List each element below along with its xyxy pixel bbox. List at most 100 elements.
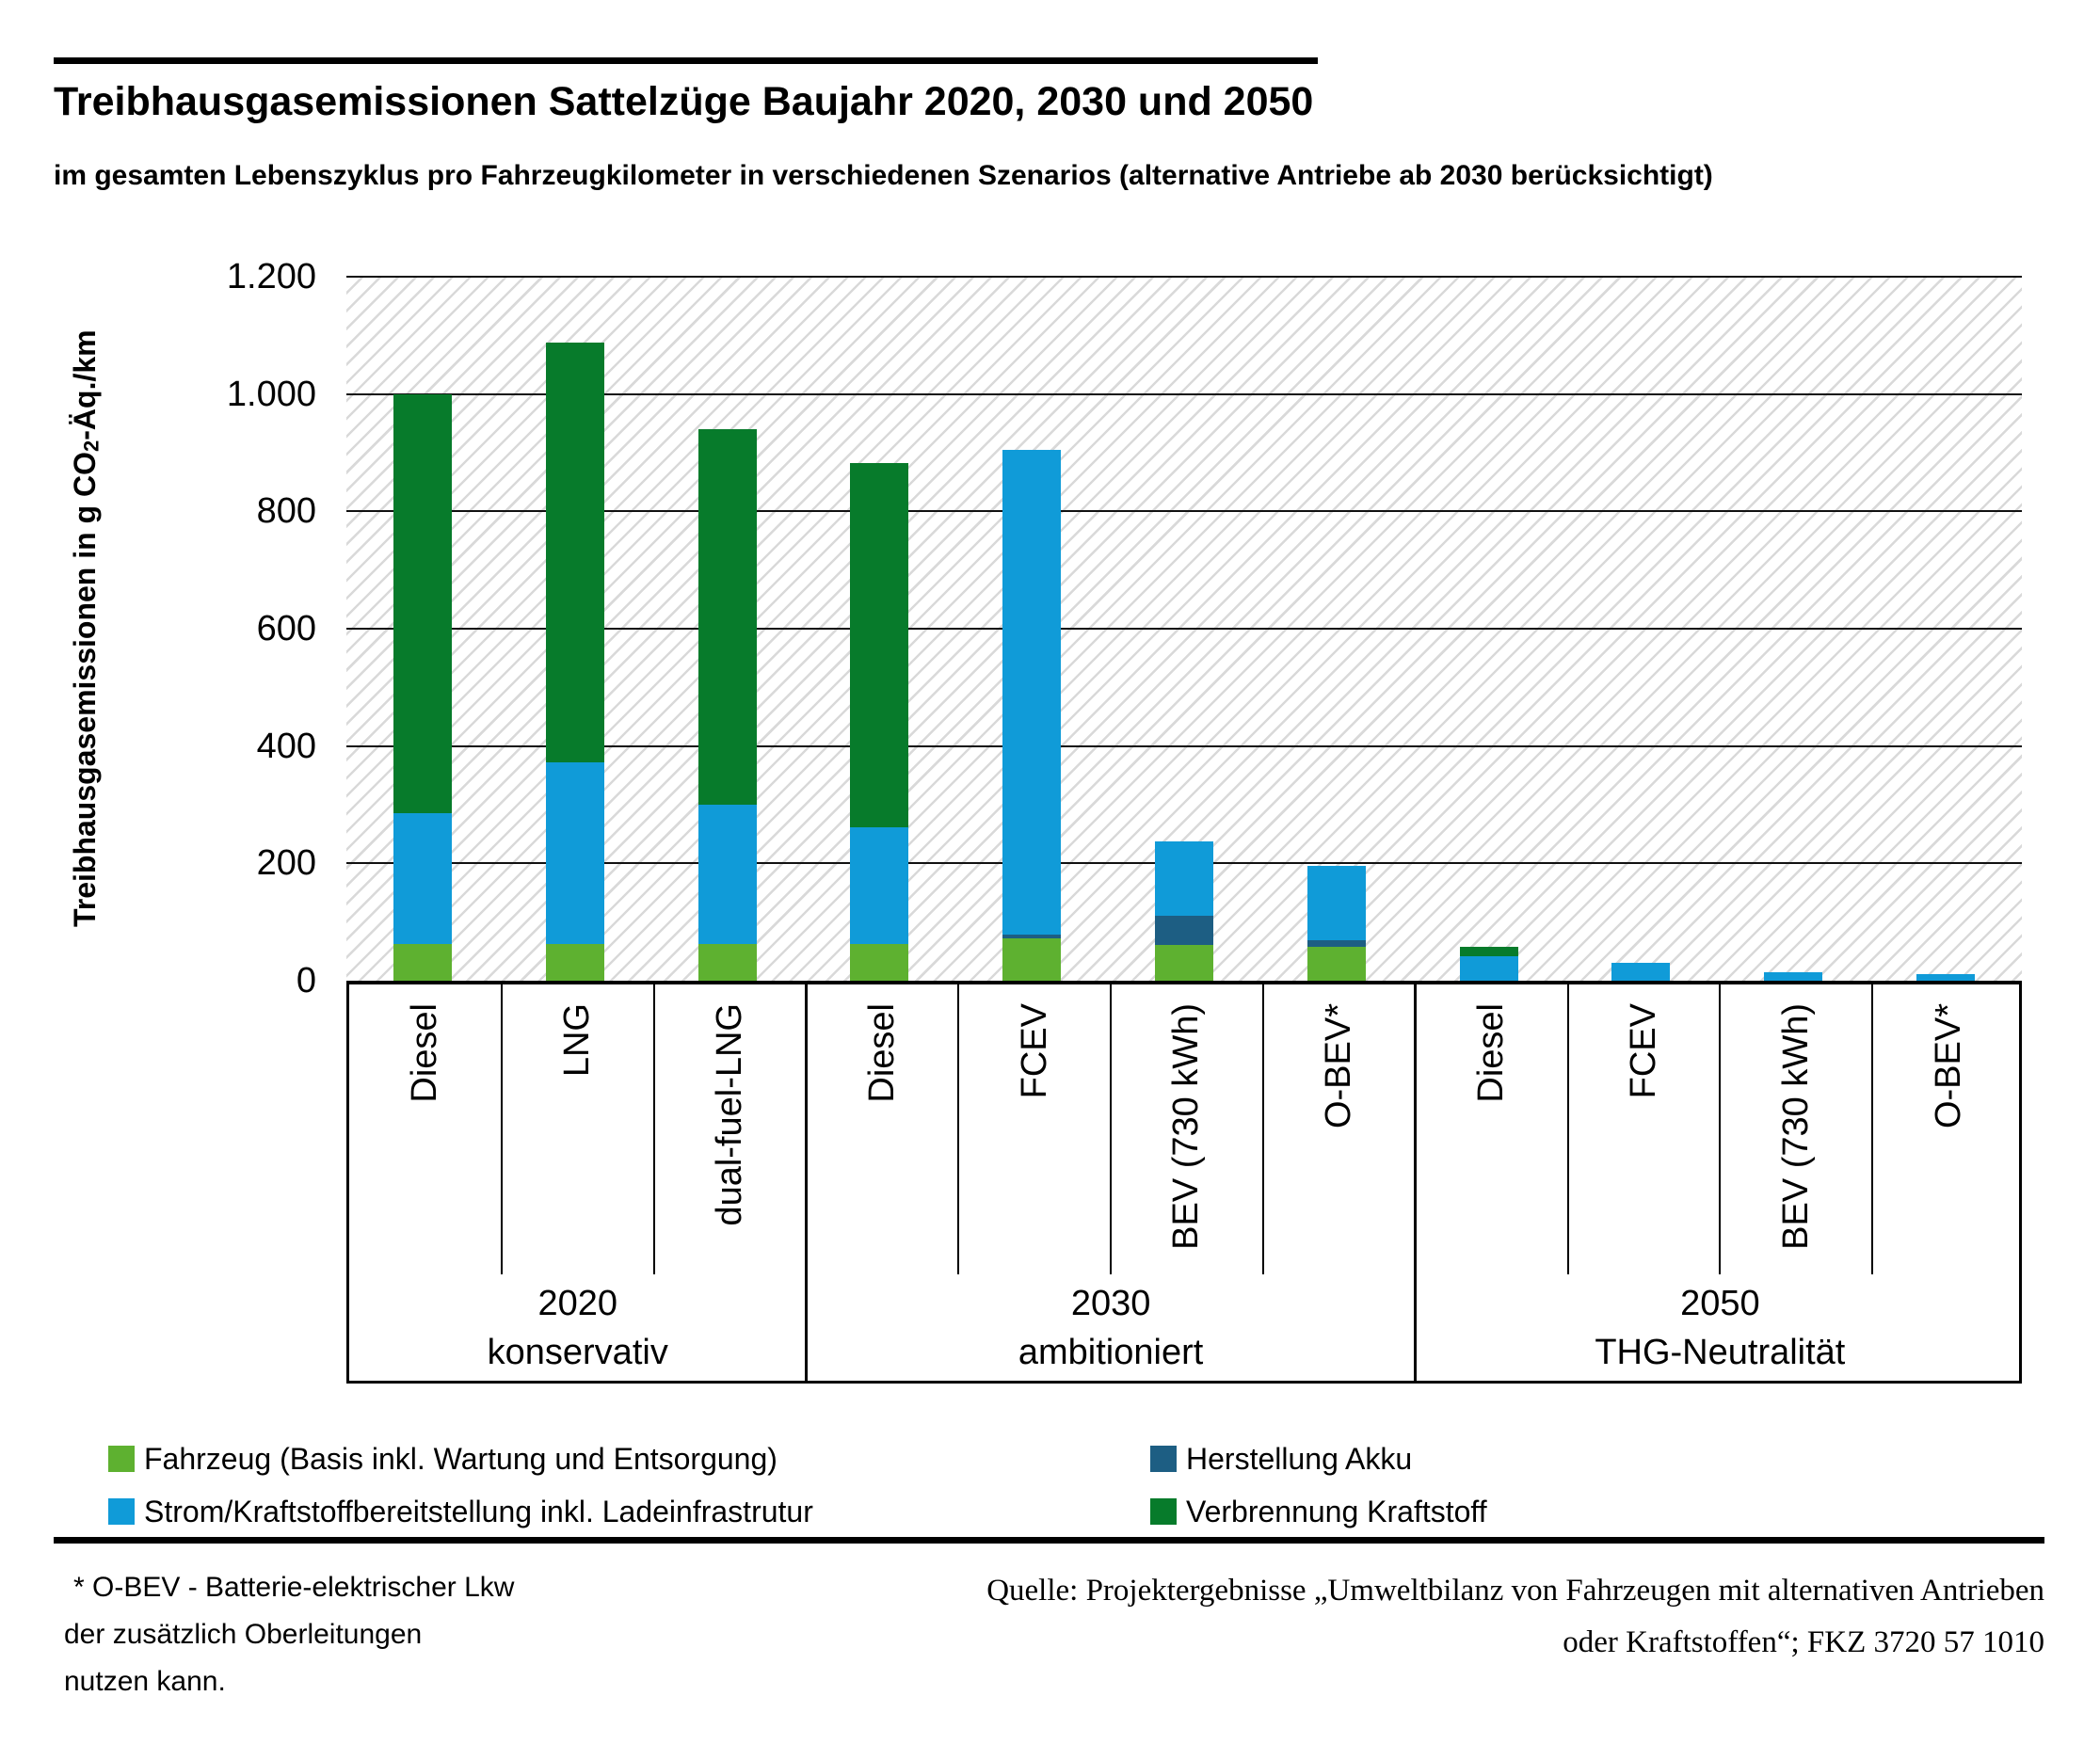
bar-segment xyxy=(850,826,909,945)
top-rule xyxy=(54,57,1318,64)
x-axis-category-cell: dual-fuel-LNG xyxy=(654,984,807,1274)
bar-segment xyxy=(1764,972,1823,981)
bar-segment xyxy=(1002,937,1062,981)
footnote-line: * O-BEV - Batterie-elektrischer Lkw xyxy=(73,1572,515,1603)
footnote-obev: * O-BEV - Batterie-elektrischer Lkw der z… xyxy=(64,1564,514,1705)
bar-segment xyxy=(1306,947,1366,981)
chart-title: Treibhausgasemissionen Sattelzüge Baujah… xyxy=(54,79,1314,124)
bar-segment xyxy=(545,762,604,945)
legend-swatch xyxy=(108,1498,135,1525)
bar-segment xyxy=(1002,449,1062,936)
gridline xyxy=(346,392,2022,395)
legend-label: Strom/Kraftstoffbereitstellung inkl. Lad… xyxy=(144,1494,813,1528)
bar-segment xyxy=(1459,946,1518,956)
bar-segment xyxy=(1459,955,1518,981)
x-axis-category-cell: Diesel xyxy=(1416,984,1568,1274)
group-scenario: THG-Neutralität xyxy=(1595,1332,1846,1372)
x-axis-category-label: Diesel xyxy=(861,1003,902,1103)
x-axis-category-cell: FCEV xyxy=(958,984,1111,1274)
x-axis-category-label: BEV (730 kWh) xyxy=(1775,1003,1816,1250)
group-year: 2050 xyxy=(1680,1283,1760,1323)
bar-segment xyxy=(393,393,452,814)
category-divider xyxy=(652,984,655,1274)
x-axis-category-label: O-BEV* xyxy=(1319,1003,1359,1129)
x-axis-category-cell: Diesel xyxy=(806,984,958,1274)
y-tick-label: 400 xyxy=(256,726,316,766)
bar-segment xyxy=(393,813,452,945)
legend-label: Verbrennung Kraftstoff xyxy=(1186,1494,1487,1528)
y-tick-label: 600 xyxy=(256,609,316,648)
bar-segment xyxy=(545,342,604,763)
bar-segment xyxy=(1002,935,1062,938)
plot-area xyxy=(346,276,2022,981)
x-axis-category-label: LNG xyxy=(557,1003,598,1078)
x-axis-category-cell: BEV (730 kWh) xyxy=(1111,984,1263,1274)
group-year: 2020 xyxy=(537,1283,617,1323)
footnote-line: der zusätzlich Oberleitungen xyxy=(64,1619,423,1650)
legend-label: Herstellung Akku xyxy=(1186,1441,1413,1476)
source-line: Quelle: Projektergebnisse „Umweltbilanz … xyxy=(986,1574,2044,1608)
bar-segment xyxy=(1155,944,1213,981)
legend-item: Verbrennung Kraftstoff xyxy=(1150,1494,1487,1528)
source-attribution: Quelle: Projektergebnisse „Umweltbilanz … xyxy=(821,1565,2044,1669)
bar-segment xyxy=(697,944,757,981)
legend-label: Fahrzeug (Basis inkl. Wartung und Entsor… xyxy=(144,1441,777,1476)
gridline xyxy=(346,510,2022,513)
bar-segment xyxy=(850,463,909,827)
bar-segment xyxy=(697,805,757,945)
legend-item: Herstellung Akku xyxy=(1150,1442,1412,1476)
group-scenario: konservativ xyxy=(487,1332,668,1372)
y-tick-label: 0 xyxy=(296,961,316,1000)
x-axis-category-label: FCEV xyxy=(1014,1003,1054,1099)
x-axis-category-label: Diesel xyxy=(1471,1003,1512,1103)
x-axis-category-cell: FCEV xyxy=(1568,984,1721,1274)
x-axis-label-area: Diesel LNG dual-fuel-LNG Diesel FCEV BEV (730… xyxy=(346,981,2022,1384)
bar-segment xyxy=(545,944,604,981)
bar-segment xyxy=(1916,973,1976,981)
y-axis-title-subscript: 2 xyxy=(79,440,104,453)
legend-item: Fahrzeug (Basis inkl. Wartung und Entsor… xyxy=(108,1442,777,1476)
category-divider xyxy=(1566,984,1569,1274)
gridline xyxy=(346,744,2022,747)
legend-swatch xyxy=(1150,1446,1177,1472)
chart-subtitle: im gesamten Lebenszyklus pro Fahrzeugkil… xyxy=(54,160,1713,191)
group-year: 2030 xyxy=(1070,1283,1151,1323)
gridline xyxy=(346,276,2022,278)
y-tick-label: 1.200 xyxy=(226,257,316,296)
footnote-line: nutzen kann. xyxy=(64,1666,226,1697)
legend-item: Strom/Kraftstoffbereitstellung inkl. Lad… xyxy=(108,1494,813,1528)
bar-segment xyxy=(1611,963,1671,981)
bar-segment xyxy=(1306,866,1366,940)
source-line: oder Kraftstoffen“; FKZ 3720 57 1010 xyxy=(1563,1625,2044,1659)
x-axis-category-label: Diesel xyxy=(405,1003,445,1103)
group-divider xyxy=(1414,984,1418,1381)
category-divider xyxy=(1110,984,1113,1274)
bar-segment xyxy=(1155,915,1213,945)
group-divider xyxy=(804,984,808,1381)
bar-segment xyxy=(850,944,909,981)
category-divider xyxy=(1719,984,1722,1274)
bar-segment xyxy=(1306,940,1366,948)
x-axis-category-label: dual-fuel-LNG xyxy=(710,1003,750,1226)
gridline xyxy=(346,628,2022,630)
x-axis-category-label: FCEV xyxy=(1623,1003,1663,1099)
group-scenario: ambitioniert xyxy=(1018,1332,1204,1372)
category-divider xyxy=(957,984,960,1274)
x-axis-category-cell: O-BEV* xyxy=(1872,984,2025,1274)
group-label: 2050 THG-Neutralität xyxy=(1416,1274,2025,1381)
bottom-rule xyxy=(54,1537,2044,1544)
x-axis-category-cell: O-BEV* xyxy=(1263,984,1416,1274)
category-divider xyxy=(500,984,503,1274)
x-axis-category-cell: LNG xyxy=(502,984,654,1274)
bar-segment xyxy=(393,944,452,981)
y-tick-label: 800 xyxy=(256,491,316,532)
group-label: 2020 konservativ xyxy=(349,1274,806,1381)
legend-swatch xyxy=(108,1446,135,1472)
group-label: 2030 ambitioniert xyxy=(806,1274,1415,1381)
bar-segment xyxy=(1155,841,1213,916)
x-axis-category-cell: BEV (730 kWh) xyxy=(1720,984,1872,1274)
category-divider xyxy=(1871,984,1874,1274)
y-tick-label: 1.000 xyxy=(226,374,316,414)
x-axis-category-label: BEV (730 kWh) xyxy=(1166,1003,1207,1250)
